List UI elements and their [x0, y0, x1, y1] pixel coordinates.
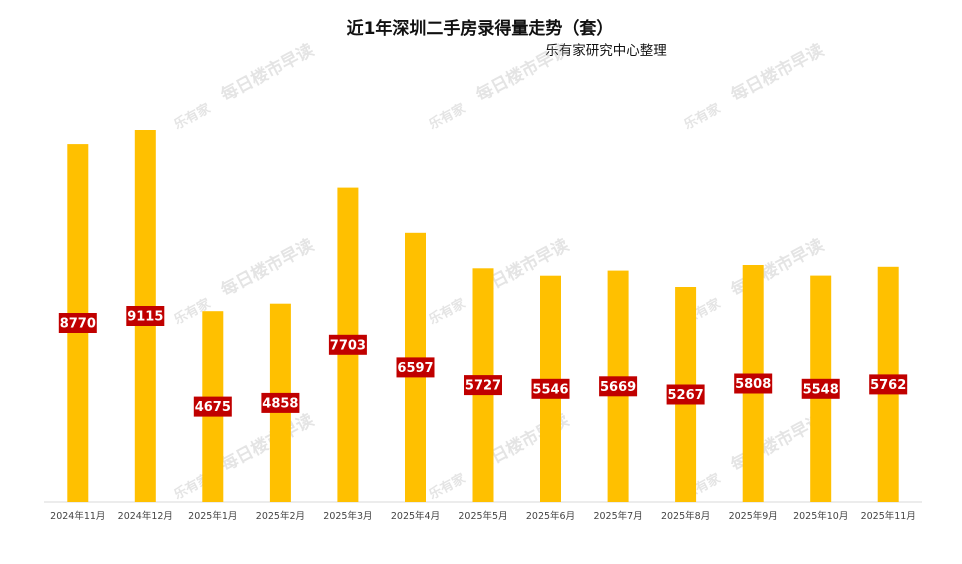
data-label: 5548 — [803, 382, 839, 397]
data-label: 9115 — [127, 310, 163, 325]
data-label: 5762 — [870, 378, 906, 393]
data-label: 7703 — [330, 338, 366, 353]
data-label-box — [666, 384, 705, 405]
data-label: 5546 — [532, 382, 568, 397]
data-labels-group: 8770 9115 4675 4858 7703 6597 5727 5546 5669 5267… — [58, 306, 908, 417]
data-label-box — [531, 378, 570, 399]
data-label-box — [328, 334, 367, 355]
data-label-box — [193, 396, 232, 417]
watermark-text: 每日楼市早读 — [472, 40, 572, 106]
data-label-box — [396, 357, 435, 378]
chart-title: 近1年深圳二手房录得量走势（套） — [347, 18, 614, 39]
watermark-logo: 乐有家 — [426, 295, 469, 328]
data-label-box — [869, 374, 908, 395]
watermark-text: 每日楼市早读 — [217, 410, 317, 476]
watermark-layer: 乐有家每日楼市早读乐有家每日楼市早读乐有家每日楼市早读乐有家每日楼市早读乐有家每… — [171, 40, 827, 503]
data-label-box — [734, 373, 773, 394]
watermark-logo: 乐有家 — [681, 100, 724, 133]
data-label-box — [58, 313, 97, 333]
data-label-box — [126, 306, 165, 326]
watermark-text: 每日楼市早读 — [727, 40, 827, 106]
x-tick-label: 2025年6月 — [526, 510, 575, 522]
data-label: 5808 — [735, 377, 771, 392]
data-label: 8770 — [60, 317, 96, 332]
data-label: 4675 — [195, 400, 231, 415]
watermark-logo: 乐有家 — [426, 470, 469, 503]
x-tick-label: 2025年5月 — [458, 510, 507, 522]
x-tick-label: 2025年2月 — [256, 510, 305, 522]
x-tick-label: 2025年8月 — [661, 510, 710, 522]
x-tick-label: 2024年12月 — [118, 510, 173, 522]
data-label: 5669 — [600, 380, 636, 395]
data-label: 5267 — [668, 388, 704, 403]
x-tick-labels-group: 2024年11月 2024年12月 2025年1月 2025年2月 2025年3月 202… — [50, 510, 916, 522]
chart-subtitle: 乐有家研究中心整理 — [545, 42, 667, 59]
data-label-box — [464, 375, 502, 396]
x-tick-label: 2025年11月 — [861, 510, 916, 522]
data-label-box — [801, 378, 840, 399]
data-label: 6597 — [397, 361, 433, 376]
watermark-text: 每日楼市早读 — [217, 40, 317, 106]
data-label: 4858 — [262, 396, 298, 411]
data-label-box — [599, 376, 638, 397]
watermark-logo: 乐有家 — [426, 100, 469, 133]
data-label-box — [261, 392, 300, 413]
watermark-logo: 乐有家 — [171, 100, 214, 133]
data-label: 5727 — [465, 379, 501, 394]
x-tick-label: 2025年10月 — [793, 510, 848, 522]
x-tick-label: 2025年4月 — [391, 510, 440, 522]
x-tick-label: 2025年3月 — [323, 510, 372, 522]
x-tick-label: 2025年9月 — [729, 510, 778, 522]
watermark-text: 每日楼市早读 — [217, 235, 317, 301]
x-tick-label: 2025年7月 — [593, 510, 642, 522]
x-tick-label: 2025年1月 — [188, 510, 237, 522]
x-tick-label: 2024年11月 — [50, 510, 105, 522]
